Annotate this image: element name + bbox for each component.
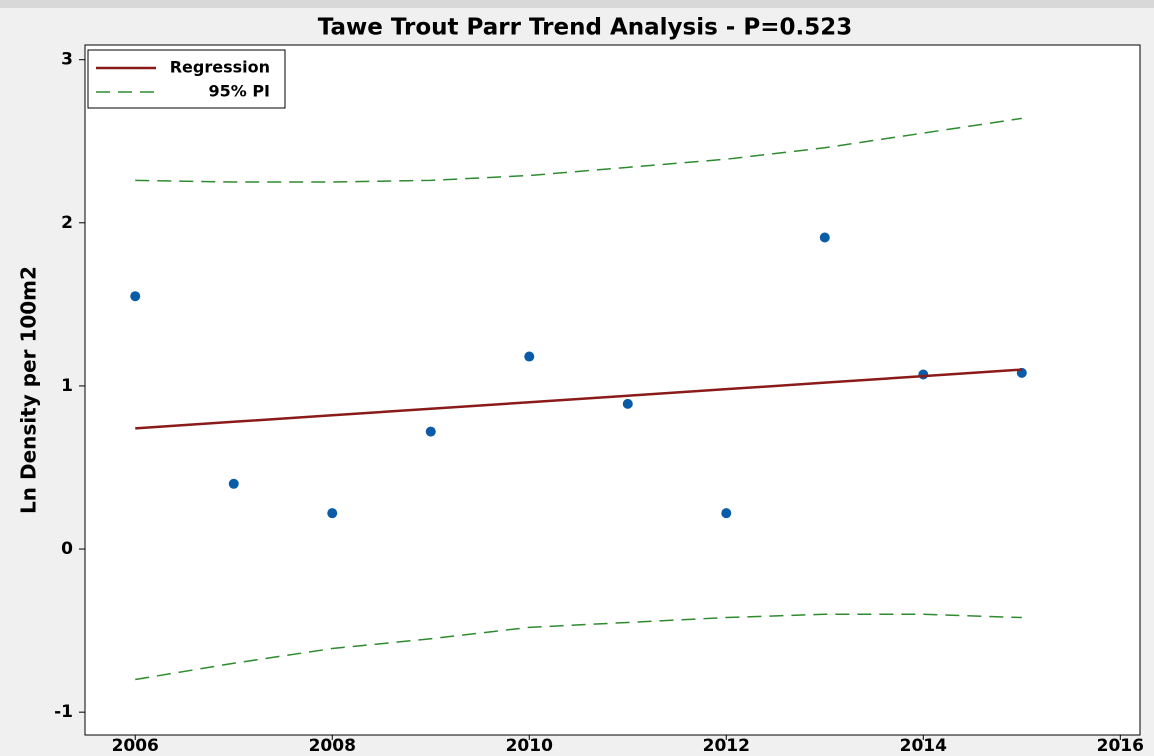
data-point <box>721 508 732 519</box>
y-tick-label: 3 <box>61 50 73 70</box>
legend-label: 95% PI <box>208 82 270 101</box>
y-axis-label: Ln Density per 100m2 <box>17 266 41 514</box>
data-point <box>130 291 141 302</box>
x-tick-label: 2014 <box>900 736 947 756</box>
x-tick-label: 2010 <box>506 736 553 756</box>
data-point <box>425 426 436 437</box>
pi-lower <box>135 613 1022 681</box>
y-tick-label: 2 <box>61 213 73 233</box>
chart-title: Tawe Trout Parr Trend Analysis - P=0.523 <box>318 15 852 41</box>
data-point <box>918 369 929 380</box>
data-point <box>819 232 830 243</box>
x-tick-label: 2006 <box>112 736 159 756</box>
plot-area <box>84 44 1141 736</box>
data-point <box>524 351 535 362</box>
data-point <box>327 508 338 519</box>
data-point <box>228 478 239 489</box>
y-tick-label: -1 <box>54 702 73 722</box>
legend-label: Regression <box>170 58 270 77</box>
x-tick-label: 2008 <box>309 736 356 756</box>
data-point <box>622 398 633 409</box>
pi-upper <box>135 117 1022 183</box>
y-tick-label: 1 <box>61 376 73 396</box>
y-tick-label: 0 <box>61 539 73 559</box>
top-strip <box>0 0 1154 8</box>
regression-line <box>135 368 1022 430</box>
legend-box <box>87 49 286 109</box>
x-tick-label: 2012 <box>703 736 750 756</box>
x-tick-label: 2016 <box>1097 736 1144 756</box>
